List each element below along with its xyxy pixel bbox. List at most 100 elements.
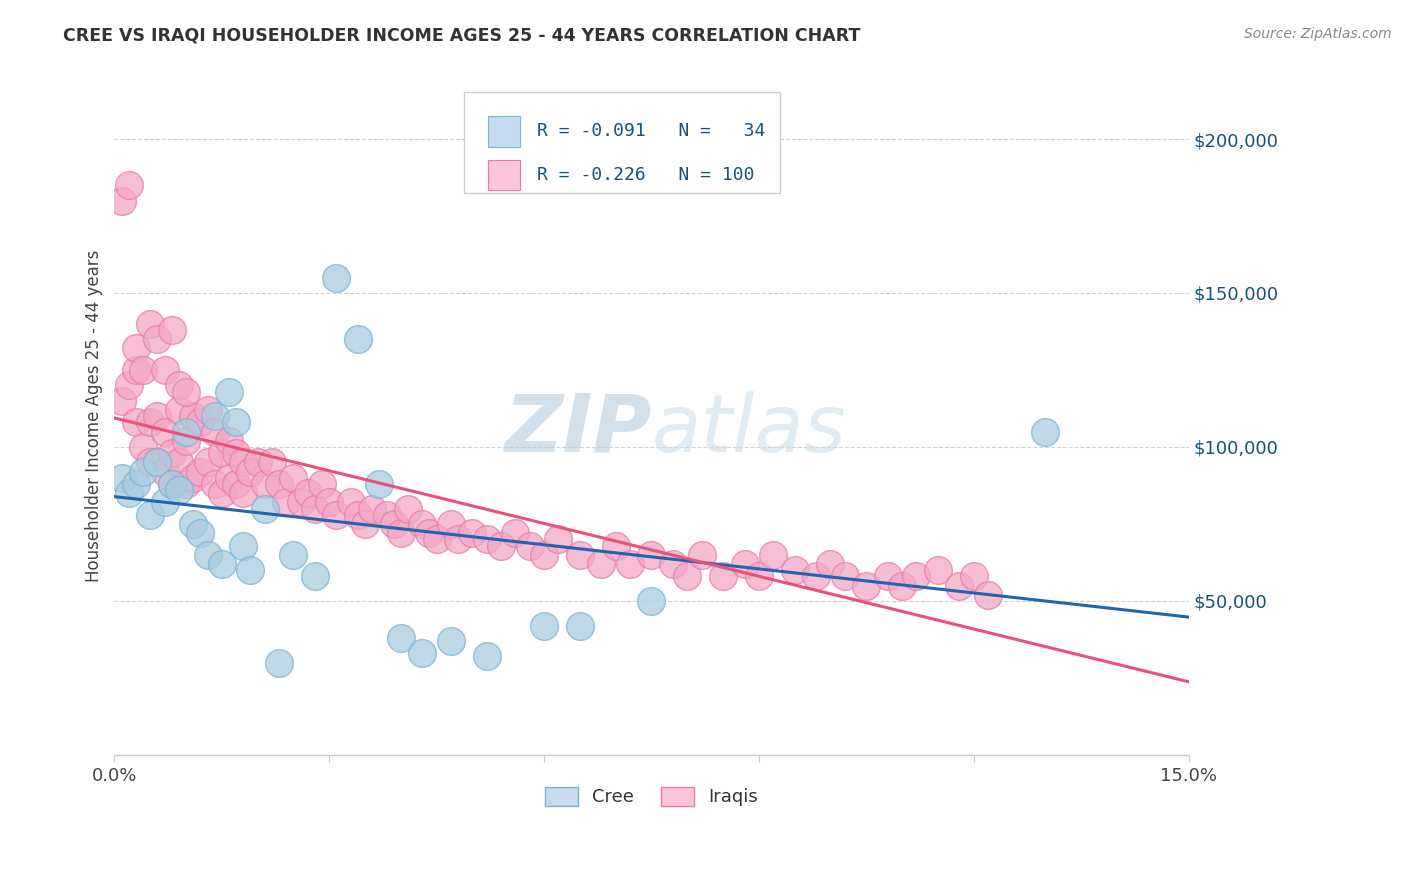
Point — [218, 471, 240, 485]
Point — [160, 446, 183, 460]
Point — [325, 270, 347, 285]
Point — [519, 539, 541, 553]
Point — [204, 425, 226, 439]
Point — [762, 548, 785, 562]
Point — [318, 495, 340, 509]
Point — [153, 363, 176, 377]
Point — [188, 415, 211, 429]
Text: ZIP: ZIP — [505, 391, 651, 468]
Point — [820, 557, 842, 571]
Point — [396, 501, 419, 516]
Point — [311, 477, 333, 491]
Y-axis label: Householder Income Ages 25 - 44 years: Householder Income Ages 25 - 44 years — [86, 250, 103, 582]
Point — [948, 578, 970, 592]
Point — [783, 563, 806, 577]
Point — [167, 378, 190, 392]
Point — [181, 409, 204, 424]
Point — [361, 501, 384, 516]
Point — [125, 415, 148, 429]
Point — [426, 533, 449, 547]
Point — [568, 548, 591, 562]
Point — [139, 415, 162, 429]
Point — [153, 495, 176, 509]
Point — [188, 526, 211, 541]
Point — [354, 516, 377, 531]
Point — [110, 471, 132, 485]
Point — [232, 539, 254, 553]
Point — [640, 548, 662, 562]
Point — [125, 363, 148, 377]
Point — [110, 194, 132, 208]
Point — [260, 455, 283, 469]
Point — [533, 618, 555, 632]
Point — [963, 569, 986, 583]
Text: Source: ZipAtlas.com: Source: ZipAtlas.com — [1244, 27, 1392, 41]
Point — [804, 569, 827, 583]
Point — [418, 526, 440, 541]
Point — [977, 588, 1000, 602]
Point — [389, 631, 412, 645]
Point — [204, 477, 226, 491]
Point — [197, 548, 219, 562]
Point — [232, 455, 254, 469]
Point — [891, 578, 914, 592]
Point — [297, 486, 319, 500]
Point — [347, 508, 370, 522]
Point — [246, 455, 269, 469]
Point — [748, 569, 770, 583]
Point — [389, 526, 412, 541]
Point — [167, 455, 190, 469]
Point — [690, 548, 713, 562]
Point — [547, 533, 569, 547]
Bar — [488, 116, 520, 146]
Point — [167, 483, 190, 497]
Point — [253, 501, 276, 516]
Point — [276, 495, 298, 509]
Point — [283, 548, 305, 562]
Point — [876, 569, 898, 583]
Point — [711, 569, 734, 583]
Legend: Cree, Iraqis: Cree, Iraqis — [538, 780, 765, 814]
Point — [440, 634, 463, 648]
Point — [118, 378, 141, 392]
Point — [211, 486, 233, 500]
Point — [605, 539, 627, 553]
Point — [167, 403, 190, 417]
Point — [239, 465, 262, 479]
Point — [118, 178, 141, 193]
Point — [290, 495, 312, 509]
Point — [146, 332, 169, 346]
Point — [181, 471, 204, 485]
Point — [734, 557, 756, 571]
Point — [475, 533, 498, 547]
Point — [505, 526, 527, 541]
FancyBboxPatch shape — [464, 93, 780, 193]
Point — [269, 477, 291, 491]
Point — [125, 477, 148, 491]
Point — [440, 516, 463, 531]
Point — [339, 495, 361, 509]
Point — [834, 569, 856, 583]
Point — [204, 409, 226, 424]
Point — [139, 508, 162, 522]
Point — [368, 477, 391, 491]
Point — [125, 342, 148, 356]
Point — [118, 486, 141, 500]
Point — [146, 455, 169, 469]
Point — [533, 548, 555, 562]
Point — [160, 477, 183, 491]
Text: atlas: atlas — [651, 391, 846, 468]
Point — [197, 403, 219, 417]
Point — [283, 471, 305, 485]
Point — [110, 393, 132, 408]
Point — [197, 455, 219, 469]
Point — [174, 434, 197, 448]
Point — [269, 656, 291, 670]
Point — [239, 563, 262, 577]
Point — [568, 618, 591, 632]
Point — [662, 557, 685, 571]
Point — [153, 425, 176, 439]
Point — [174, 425, 197, 439]
Point — [489, 539, 512, 553]
Text: R = -0.091   N =   34: R = -0.091 N = 34 — [537, 122, 765, 140]
